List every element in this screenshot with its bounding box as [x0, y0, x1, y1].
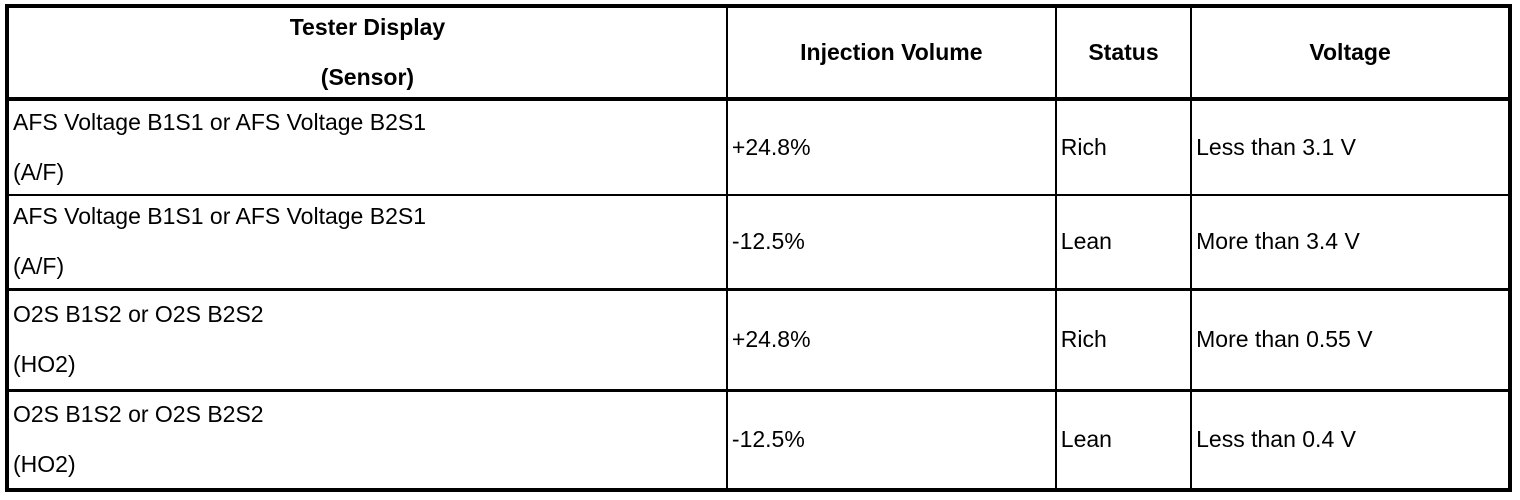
cell-injection-volume: -12.5% — [725, 194, 1057, 290]
cell-status: Lean — [1054, 194, 1193, 290]
cell-sensor: O2S B1S2 or O2S B2S2 (HO2) — [6, 388, 728, 491]
cell-sensor: AFS Voltage B1S1 or AFS Voltage B2S1 (A/… — [6, 194, 728, 290]
table-row: AFS Voltage B1S1 or AFS Voltage B2S1 (A/… — [6, 98, 1511, 196]
cell-injection-volume: -12.5% — [725, 388, 1057, 491]
header-tester-display-line2: (Sensor) — [320, 64, 415, 90]
cell-injection-volume: +24.8% — [725, 98, 1057, 196]
sensor-name: AFS Voltage B1S1 or AFS Voltage B2S1 — [13, 109, 426, 135]
sensor-type: (A/F) — [13, 159, 65, 185]
cell-injection-volume: +24.8% — [725, 287, 1057, 391]
header-voltage: Voltage — [1190, 5, 1511, 101]
cell-status: Rich — [1054, 287, 1193, 391]
header-tester-display: Tester Display (Sensor) — [6, 5, 728, 101]
cell-voltage: More than 3.4 V — [1190, 194, 1511, 290]
sensor-name: O2S B1S2 or O2S B2S2 — [13, 301, 264, 327]
sensor-name: O2S B1S2 or O2S B2S2 — [13, 401, 264, 428]
header-injection-volume: Injection Volume — [725, 5, 1057, 101]
table-row: O2S B1S2 or O2S B2S2 (HO2) -12.5% Lean L… — [6, 388, 1511, 491]
cell-voltage: More than 0.55 V — [1190, 287, 1511, 391]
table-row: O2S B1S2 or O2S B2S2 (HO2) +24.8% Rich M… — [6, 287, 1511, 391]
cell-status: Rich — [1054, 98, 1193, 196]
cell-voltage: Less than 3.1 V — [1190, 98, 1511, 196]
cell-status: Lean — [1054, 388, 1193, 491]
sensor-voltage-spec-table: Tester Display (Sensor) Injection Volume… — [5, 4, 1512, 492]
cell-sensor: AFS Voltage B1S1 or AFS Voltage B2S1 (A/… — [6, 98, 728, 196]
cell-sensor: O2S B1S2 or O2S B2S2 (HO2) — [6, 287, 728, 391]
table-header-row: Tester Display (Sensor) Injection Volume… — [6, 5, 1511, 101]
header-tester-display-line1: Tester Display — [289, 14, 446, 40]
sensor-type: (HO2) — [13, 351, 76, 377]
document-page: Tester Display (Sensor) Injection Volume… — [0, 4, 1520, 500]
header-status: Status — [1054, 5, 1193, 101]
sensor-type: (A/F) — [13, 253, 65, 280]
cell-voltage: Less than 0.4 V — [1190, 388, 1511, 491]
sensor-name: AFS Voltage B1S1 or AFS Voltage B2S1 — [13, 203, 426, 230]
table-row: AFS Voltage B1S1 or AFS Voltage B2S1 (A/… — [6, 194, 1511, 290]
sensor-type: (HO2) — [13, 451, 76, 478]
